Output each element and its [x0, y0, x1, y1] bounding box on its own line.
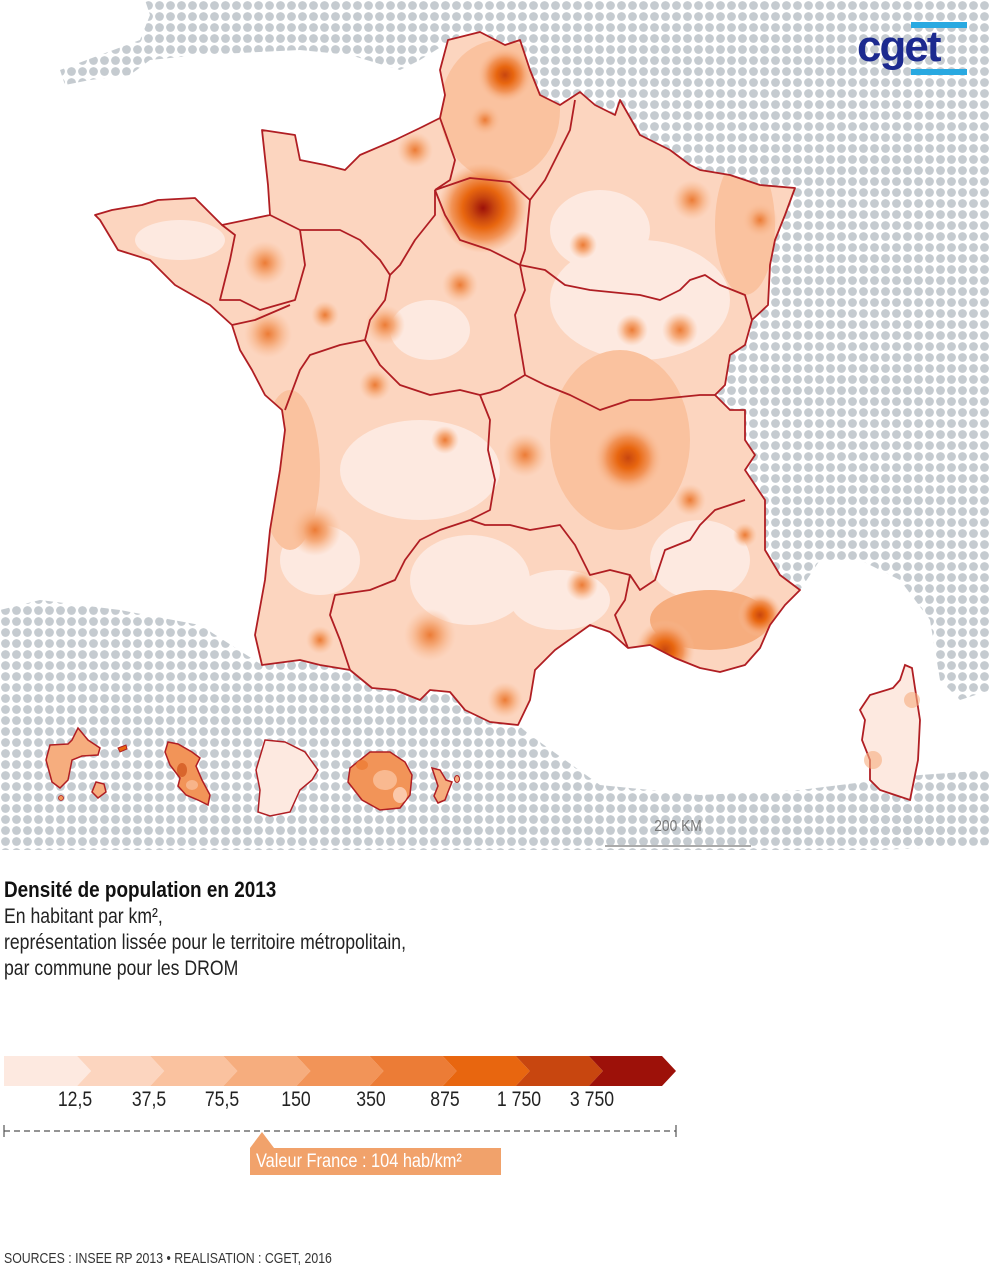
- legend-tick: 12,5: [57, 1088, 93, 1111]
- scale-bar-line: [605, 845, 751, 847]
- legend: 12,5 37,5 75,5 150 350 875 1 750 3 750 V…: [0, 1054, 700, 1184]
- map-title: Densité de population en 2013: [4, 877, 277, 902]
- legend-class-swatch: [442, 1056, 530, 1086]
- scale-bar-label: 200 KM: [654, 818, 702, 835]
- map: cget 200 KM: [0, 0, 991, 850]
- scale-bar: 200 KM: [605, 818, 751, 848]
- legend-class-swatch: [515, 1056, 603, 1086]
- legend-class-swatch: [296, 1056, 384, 1086]
- drom-mayotte: [430, 766, 460, 804]
- france-value-label: Valeur France : 104 hab/km²: [256, 1151, 462, 1172]
- logo-text: cget: [857, 22, 941, 71]
- legend-class-swatch: [150, 1056, 238, 1086]
- legend-class-swatch: [77, 1056, 165, 1086]
- drom-la-reunion: [347, 751, 413, 811]
- drom-martinique: [164, 741, 211, 807]
- legend-tick: 350: [356, 1088, 386, 1111]
- map-subtitle-line-2: représentation lissée pour le territoire…: [4, 931, 407, 954]
- logo-bar-top: [911, 22, 967, 28]
- legend-class-swatch: [4, 1056, 92, 1086]
- source-footer: SOURCES : INSEE RP 2013 • REALISATION : …: [4, 1250, 332, 1267]
- legend-tick: 150: [281, 1088, 311, 1111]
- map-subtitle-line-1: En habitant par km²,: [4, 905, 163, 928]
- legend-class-swatch: [588, 1056, 676, 1086]
- metropolitan-france: [95, 32, 800, 725]
- legend-class-swatch: [223, 1056, 311, 1086]
- legend-class-swatch: [369, 1056, 457, 1086]
- legend-tick-labels: 12,5 37,5 75,5 150 350 875 1 750 3 750: [0, 1088, 700, 1118]
- legend-tick: 1 750: [496, 1088, 542, 1111]
- map-titles: Densité de population en 2013 En habitan…: [4, 876, 604, 982]
- legend-tick: 3 750: [569, 1088, 615, 1111]
- legend-color-ramp: [3, 1056, 677, 1148]
- legend-tick: 875: [430, 1088, 460, 1111]
- drom-guadeloupe: [45, 726, 128, 801]
- logo-bar-bottom: [911, 69, 967, 75]
- france-value-callout: Valeur France : 104 hab/km²: [250, 1148, 502, 1175]
- cget-logo: cget: [855, 20, 970, 80]
- map-subtitle-line-3: par commune pour les DROM: [4, 957, 239, 980]
- legend-tick: 75,5: [204, 1088, 240, 1111]
- drom-guyane: [255, 739, 319, 817]
- legend-tick: 37,5: [131, 1088, 167, 1111]
- region-borders: [94, 31, 801, 726]
- neighbour-land-pattern: [0, 0, 991, 850]
- corsica: [858, 663, 921, 802]
